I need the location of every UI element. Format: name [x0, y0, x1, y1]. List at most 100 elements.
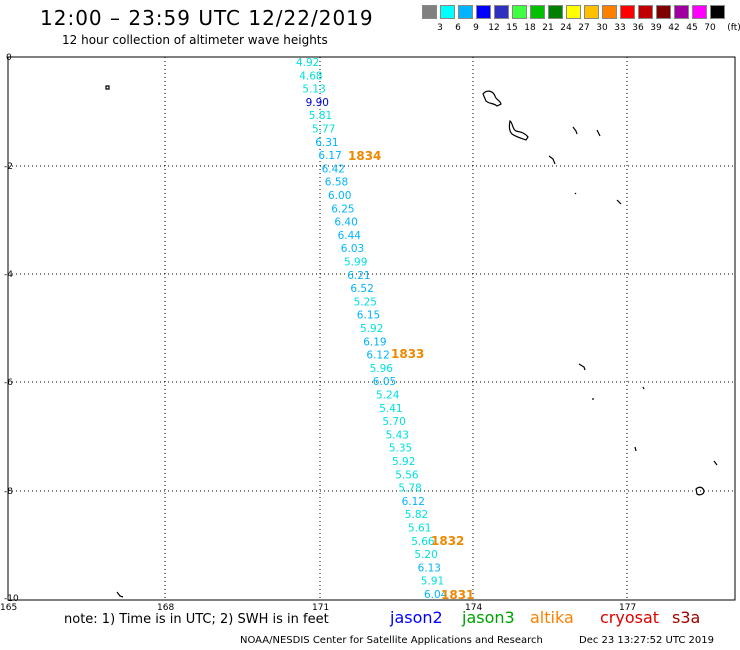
legend-label: 6 [455, 23, 461, 33]
lat-label: 0 [6, 53, 12, 63]
legend-swatch [458, 5, 473, 19]
wave-height-value: 5.82 [405, 509, 428, 521]
legend-swatch [602, 5, 617, 19]
lon-label: 171 [312, 603, 329, 613]
island-kiribati-4 [596, 129, 601, 137]
legend-label: 70 [704, 23, 716, 33]
wave-height-value: 9.90 [306, 97, 329, 109]
wave-height-value: 5.99 [344, 257, 367, 269]
footer-credit: NOAA/NESDIS Center for Satellite Applica… [240, 635, 543, 646]
wave-height-value: 5.70 [382, 416, 405, 428]
wave-height-value: 5.56 [395, 469, 419, 481]
legend-label: 36 [632, 23, 644, 33]
wave-height-value: 6.03 [341, 243, 364, 255]
footer-timestamp: Dec 23 13:27:52 UTC 2019 [579, 635, 714, 646]
wave-height-value: 6.25 [331, 203, 354, 215]
pass-time: 1834 [348, 149, 381, 163]
legend-swatch [566, 5, 581, 19]
pass-time-labels: 1834 1833 1832 1831 [348, 149, 474, 602]
satellite-altika: altika [530, 608, 574, 627]
legend-swatch [710, 5, 725, 19]
graticule [8, 57, 735, 600]
wave-height-value: 6.05 [373, 376, 396, 388]
wave-height-value: 6.00 [328, 190, 351, 202]
wave-height-value: 4.92 [296, 57, 319, 69]
island-tuvalu-3 [642, 386, 645, 390]
lat-label: -4 [4, 270, 13, 280]
legend-swatch [440, 5, 455, 19]
island-kiribati-1 [482, 90, 502, 107]
legend-swatch [584, 5, 599, 19]
legend-swatch [530, 5, 545, 19]
island-tuvalu-6 [695, 486, 705, 496]
wave-height-value: 5.20 [414, 549, 437, 561]
wave-height-value: 4.68 [299, 70, 322, 82]
island-tuvalu-1 [578, 363, 586, 371]
wave-height-value: 6.31 [315, 137, 338, 149]
lat-label: -10 [4, 594, 19, 604]
wave-height-value: 5.13 [302, 84, 325, 96]
legend-unit: (ft) [727, 23, 740, 33]
island-vanuatu-1 [116, 591, 124, 598]
wave-height-value: 6.52 [350, 283, 373, 295]
pass-time: 1832 [431, 534, 464, 548]
legend-label: 18 [524, 23, 536, 33]
wave-height-value: 5.43 [386, 429, 409, 441]
legend-label: 3 [437, 23, 443, 33]
satellite-s3a: s3a [672, 608, 701, 627]
wave-height-value: 5.78 [398, 483, 421, 495]
wave-height-value: 6.15 [357, 310, 380, 322]
legend-swatch [638, 5, 653, 19]
footnote: note: 1) Time is in UTC; 2) SWH is in fe… [64, 612, 329, 627]
legend-label: 39 [650, 23, 662, 33]
satellite-jason2: jason2 [390, 608, 443, 627]
wave-height-value: 6.17 [318, 150, 341, 162]
satellite-jason3: jason3 [462, 608, 515, 627]
wave-height-value: 6.21 [347, 270, 370, 282]
wave-height-value: 5.77 [312, 124, 335, 136]
wave-height-value: 5.35 [389, 443, 412, 455]
legend-label: 21 [542, 23, 554, 33]
wave-height-observations: 4.924.68 5.139.905.81 5.776.316.176.42 6.58… [296, 57, 448, 601]
lat-label: -8 [4, 487, 13, 497]
wave-height-value: 6.12 [366, 350, 389, 362]
legend-label: 12 [488, 23, 500, 33]
wave-height-value: 5.25 [354, 296, 377, 308]
satellite-cryosat: cryosat [600, 608, 660, 627]
lon-label: 174 [465, 603, 482, 613]
wave-height-value: 5.24 [376, 390, 400, 402]
legend-label: 33 [614, 23, 626, 33]
wave-height-value: 6.40 [334, 217, 357, 229]
legend-swatch [548, 5, 563, 19]
wave-height-value: 6.04 [424, 589, 448, 601]
wave-height-value: 6.12 [402, 496, 425, 508]
legend-label: 27 [578, 23, 590, 33]
map-title: 12:00 – 23:59 UTC 12/22/2019 [40, 6, 374, 30]
legend-label: 45 [686, 23, 698, 33]
legend-swatch [422, 5, 437, 19]
wave-height-value: 6.13 [418, 562, 441, 574]
wave-height-value: 6.44 [338, 230, 362, 242]
island-kiribati-2 [508, 120, 529, 141]
island-tuvalu-5 [713, 460, 718, 466]
map-subtitle: 12 hour collection of altimeter wave hei… [62, 33, 328, 47]
wave-height-value: 5.92 [360, 323, 383, 335]
wave-height-value: 5.92 [392, 456, 415, 468]
lon-label: 177 [619, 603, 636, 613]
legend-swatch [494, 5, 509, 19]
lon-label: 168 [157, 603, 174, 613]
island-small-2 [616, 199, 622, 205]
wave-height-value: 5.41 [379, 403, 402, 415]
wave-height-value: 5.91 [421, 576, 444, 588]
legend-label: 9 [473, 23, 479, 33]
wave-height-value: 6.58 [325, 177, 348, 189]
map-frame [7, 56, 736, 601]
legend-label: 24 [560, 23, 572, 33]
legend-swatch [674, 5, 689, 19]
pass-time: 1831 [441, 588, 474, 602]
lat-label: -2 [4, 162, 13, 172]
lon-label: 165 [0, 603, 17, 613]
wave-height-value: 6.42 [322, 163, 345, 175]
legend-swatch [620, 5, 635, 19]
legend-label: 30 [596, 23, 608, 33]
